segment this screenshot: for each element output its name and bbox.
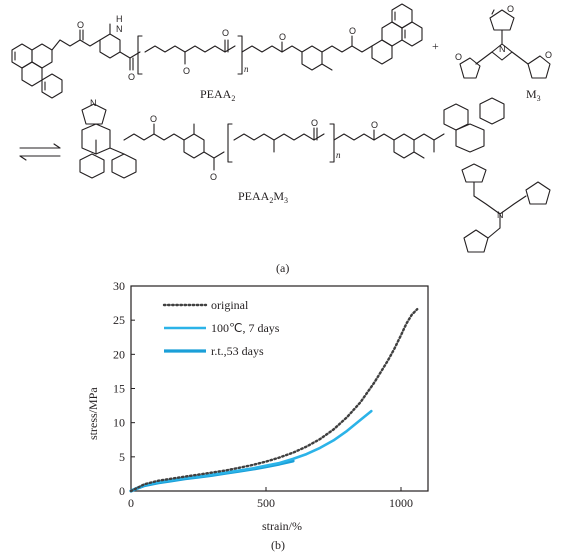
reaction-scheme: O N H O O O O O O N O O N O O O O N PEAA…: [11, 3, 552, 275]
atom-o: O: [150, 114, 157, 124]
atom-o: O: [545, 50, 552, 60]
plot-frame: [130, 285, 429, 492]
y-tick-label: 30: [113, 279, 125, 293]
plus-sign: +: [432, 39, 439, 53]
legend: original 100℃, 7 days r.t.,53 days: [162, 298, 280, 358]
y-axis: 0 5 10 15 20 25 30: [113, 279, 135, 498]
atom-n: N: [90, 98, 97, 108]
anthracene-left-top: [11, 43, 63, 99]
y-tick-label: 0: [119, 484, 125, 498]
subscript-n-top: n: [244, 64, 249, 74]
atom-o: O: [210, 172, 217, 182]
legend-label-1: 100℃, 7 days: [211, 321, 280, 335]
atom-n: N: [499, 44, 506, 54]
atom-o: O: [128, 72, 135, 82]
y-tick-label: 15: [113, 382, 125, 396]
atom-o: O: [507, 4, 514, 14]
label-m3: M3: [526, 87, 541, 103]
y-tick-label: 20: [113, 347, 125, 361]
x-tick-label: 500: [257, 496, 275, 510]
x-tick-label: 0: [128, 496, 134, 510]
panel-label-a: (a): [276, 261, 289, 275]
atom-h: H: [116, 14, 123, 24]
x-tick-label: 1000: [389, 496, 413, 510]
series-line-1: [129, 409, 373, 493]
panel-label-b: (b): [271, 538, 285, 552]
tris-maleimide: [459, 9, 551, 79]
atom-o: O: [371, 120, 378, 130]
atom-o: O: [349, 26, 356, 36]
legend-label-2: r.t.,53 days: [211, 344, 264, 358]
x-axis-label: strain/%: [262, 519, 302, 533]
atom-o: O: [455, 52, 462, 62]
adduct-left: [79, 103, 137, 179]
x-axis: 0 500 1000: [128, 487, 413, 510]
series-line-0: [129, 308, 419, 493]
y-tick-label: 10: [113, 416, 125, 430]
legend-label-0: original: [211, 298, 249, 312]
atom-o: O: [183, 66, 190, 76]
atom-n: N: [497, 210, 504, 220]
atom-o: O: [222, 28, 229, 38]
adduct-right: [443, 97, 551, 253]
subscript-n-bottom: n: [336, 150, 341, 160]
atom-n: N: [116, 24, 123, 34]
series-layer: [129, 308, 419, 493]
anthracene-right-top: [371, 3, 423, 65]
y-tick-label: 25: [113, 313, 125, 327]
label-peaa2: PEAA2: [200, 87, 235, 103]
atom-o: O: [77, 20, 84, 30]
equilibrium-arrows: [19, 143, 61, 161]
label-peaa2m3: PEAA2M3: [238, 189, 288, 205]
atom-o: O: [311, 118, 318, 128]
atom-o: O: [279, 32, 286, 42]
y-axis-label: stress/MPa: [86, 387, 100, 440]
y-tick-label: 5: [119, 450, 125, 464]
